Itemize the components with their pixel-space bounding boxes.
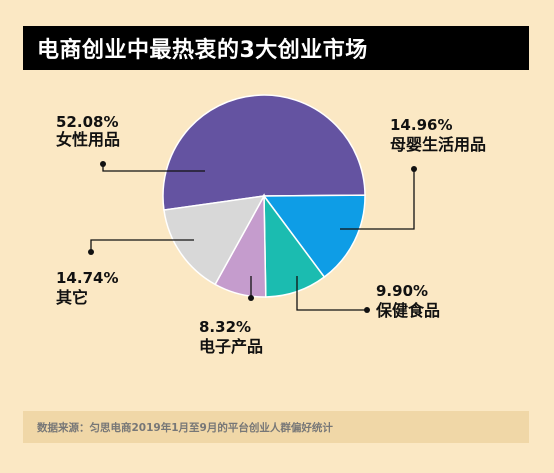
leader-line-5 (90, 239, 194, 252)
leader-dot-2 (411, 166, 417, 172)
source-note: 数据来源：匀思电商2019年1月至9月的平台创业人群偏好统计 (37, 421, 333, 434)
leader-dot-3 (364, 307, 370, 313)
slice-name-label-5: 其它 (56, 288, 88, 307)
slice-percent-label-5: 14.74% (56, 269, 118, 287)
chart-title: 电商创业中最热衷的3大创业市场 (37, 38, 368, 63)
title-bar: 电商创业中最热衷的3大创业市场 (23, 26, 529, 70)
slice-percent-label-3: 9.90% (376, 282, 428, 300)
slice-percent-label-4: 8.32% (199, 318, 251, 336)
leader-lines (88, 161, 417, 313)
pie-slice-1 (162, 94, 366, 211)
leader-line-2 (340, 169, 415, 230)
slice-labels: 52.08%女性用品 14.96%母婴生活用品 9.90%保健食品 8.32%电子产品… (56, 113, 486, 356)
pie-slice-5 (163, 195, 266, 286)
leader-dot-1 (100, 161, 106, 167)
slice-percent-label-1: 52.08% (56, 113, 118, 131)
leader-dot-4 (248, 295, 254, 301)
slice-name-label-2: 母婴生活用品 (390, 135, 486, 154)
slice-name-label-4: 电子产品 (199, 337, 263, 356)
pie-slice-2 (262, 194, 366, 279)
slice-name-label-3: 保健食品 (375, 301, 440, 320)
source-bar: 数据来源：匀思电商2019年1月至9月的平台创业人群偏好统计 (23, 411, 529, 443)
pie-slices (162, 94, 366, 298)
slice-name-label-1: 女性用品 (56, 130, 120, 149)
slice-percent-label-2: 14.96% (390, 116, 452, 134)
leader-dot-5 (88, 249, 94, 255)
leader-line-3 (296, 276, 367, 311)
